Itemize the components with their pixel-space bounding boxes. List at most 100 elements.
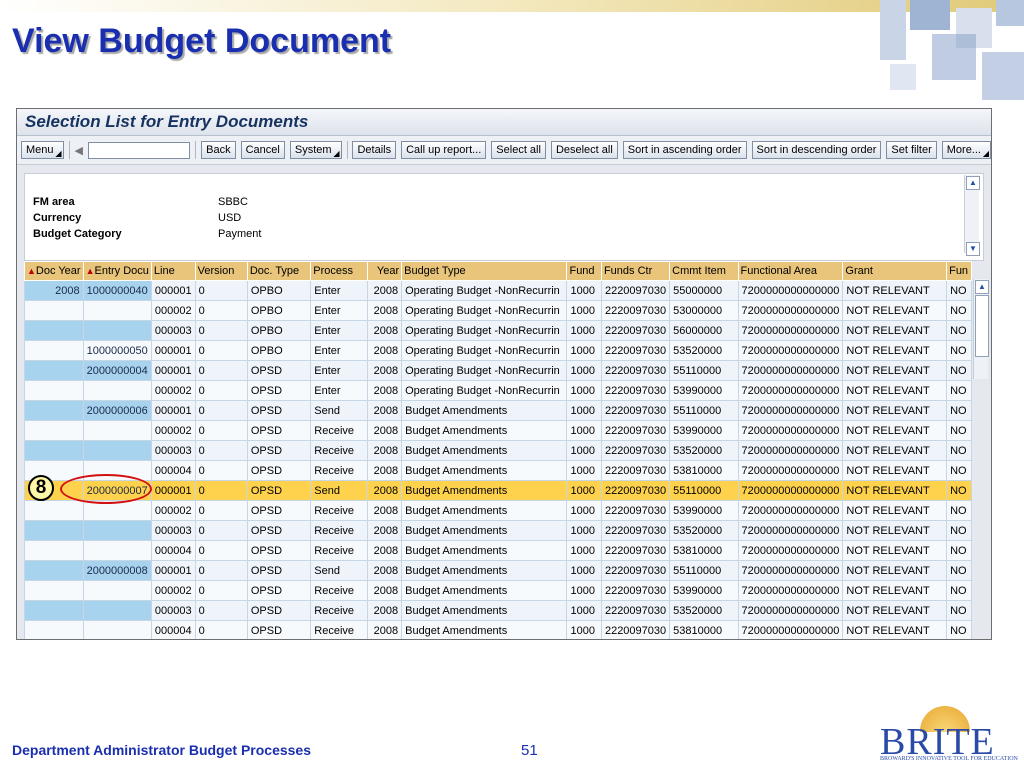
table-cell[interactable]: 2220097030	[600, 520, 671, 541]
table-cell[interactable]: 000001	[150, 560, 196, 581]
table-cell[interactable]: 1000	[566, 280, 602, 301]
table-cell[interactable]: 0	[194, 360, 248, 381]
table-cell[interactable]: 0	[194, 480, 248, 501]
table-cell[interactable]: 000002	[150, 580, 196, 601]
table-row[interactable]: 2000000004 000001 0 OPSD Enter 2008 Operating …	[24, 360, 972, 381]
table-cell[interactable]: Operating Budget -NonRecurrin	[401, 300, 568, 321]
table-cell[interactable]: Operating Budget -NonRecurrin	[401, 320, 568, 341]
table-cell[interactable]	[82, 420, 152, 441]
table-cell[interactable]	[24, 580, 84, 601]
table-cell[interactable]: OPSD	[246, 560, 312, 581]
table-cell[interactable]: Budget Amendments	[401, 440, 568, 461]
table-cell[interactable]: 2220097030	[600, 560, 671, 581]
table-cell[interactable]: 53000000	[669, 300, 739, 321]
table-cell[interactable]: Budget Amendments	[401, 460, 568, 481]
table-cell[interactable]: 2008	[366, 460, 403, 481]
table-cell[interactable]: NOT RELEVANT	[842, 280, 948, 301]
table-cell[interactable]: Budget Amendments	[401, 620, 568, 639]
table-cell[interactable]: 1000000040	[82, 280, 152, 301]
table-cell[interactable]	[24, 620, 84, 639]
table-cell[interactable]: 7200000000000000	[737, 520, 844, 541]
table-cell[interactable]: Operating Budget -NonRecurrin	[401, 380, 568, 401]
column-header[interactable]: Grant	[842, 261, 948, 281]
table-cell[interactable]: NOT RELEVANT	[842, 300, 948, 321]
table-cell[interactable]: OPBO	[246, 320, 312, 341]
table-cell[interactable]: 7200000000000000	[737, 600, 844, 621]
table-row[interactable]: 000004 0 OPSD Receive 2008 Budget Amendments 1…	[24, 620, 972, 639]
table-cell[interactable]	[24, 520, 84, 541]
column-header[interactable]: Funds Ctr	[600, 261, 671, 281]
table-cell[interactable]: NO	[946, 320, 972, 341]
table-cell[interactable]: NOT RELEVANT	[842, 620, 948, 639]
table-cell[interactable]: 7200000000000000	[737, 440, 844, 461]
table-row[interactable]: 1000000050 000001 0 OPBO Enter 2008 Operating …	[24, 340, 972, 361]
table-cell[interactable]: 000002	[150, 300, 196, 321]
table-cell[interactable]	[24, 560, 84, 581]
table-cell[interactable]	[24, 320, 84, 341]
table-cell[interactable]: 56000000	[669, 320, 739, 341]
table-cell[interactable]	[24, 340, 84, 361]
table-cell[interactable]: OPSD	[246, 540, 312, 561]
back-button[interactable]: Back	[201, 141, 236, 159]
table-cell[interactable]: 2008	[366, 320, 403, 341]
table-cell[interactable]: 2008	[366, 540, 403, 561]
table-cell[interactable]: 0	[194, 440, 248, 461]
table-cell[interactable]: 000003	[150, 320, 196, 341]
table-cell[interactable]: 7200000000000000	[737, 560, 844, 581]
sort-descending-button[interactable]: Sort in descending order	[751, 141, 882, 159]
column-header[interactable]: ▲Doc Year	[24, 261, 84, 281]
table-cell[interactable]: NOT RELEVANT	[842, 440, 948, 461]
table-cell[interactable]: NOT RELEVANT	[842, 460, 948, 481]
table-cell[interactable]: OPSD	[246, 480, 312, 501]
table-cell[interactable]: Budget Amendments	[401, 500, 568, 521]
table-cell[interactable]: 2008	[366, 340, 403, 361]
table-cell[interactable]: 1000	[566, 440, 602, 461]
table-cell[interactable]: 2000000006	[82, 400, 152, 421]
table-cell[interactable]: Send	[310, 560, 368, 581]
table-cell[interactable]	[24, 600, 84, 621]
table-cell[interactable]: OPSD	[246, 420, 312, 441]
table-cell[interactable]: 2220097030	[600, 300, 671, 321]
table-cell[interactable]: NO	[946, 600, 972, 621]
table-cell[interactable]: 53990000	[669, 580, 739, 601]
table-cell[interactable]: 2220097030	[600, 380, 671, 401]
table-cell[interactable]: 1000	[566, 560, 602, 581]
table-cell[interactable]: Budget Amendments	[401, 480, 568, 501]
table-cell[interactable]: 53810000	[669, 540, 739, 561]
table-cell[interactable]: 000004	[150, 460, 196, 481]
table-cell[interactable]: 0	[194, 540, 248, 561]
table-cell[interactable]: 2220097030	[600, 620, 671, 639]
table-cell[interactable]	[82, 320, 152, 341]
table-cell[interactable]: 2008	[366, 500, 403, 521]
table-cell[interactable]	[82, 440, 152, 461]
column-header[interactable]: Line	[150, 261, 196, 281]
table-cell[interactable]: 1000	[566, 380, 602, 401]
table-cell[interactable]: NO	[946, 500, 972, 521]
table-cell[interactable]: Receive	[310, 500, 368, 521]
table-cell[interactable]: NOT RELEVANT	[842, 520, 948, 541]
column-header[interactable]: Doc. Type	[246, 261, 312, 281]
command-field[interactable]	[87, 141, 191, 159]
table-cell[interactable]: Budget Amendments	[401, 540, 568, 561]
table-cell[interactable]: OPSD	[246, 620, 312, 639]
table-cell[interactable]: 2220097030	[600, 320, 671, 341]
table-cell[interactable]: OPSD	[246, 500, 312, 521]
table-cell[interactable]: 7200000000000000	[737, 380, 844, 401]
table-cell[interactable]: Enter	[310, 300, 368, 321]
table-cell[interactable]: 1000	[566, 540, 602, 561]
table-cell[interactable]: 1000	[566, 400, 602, 421]
table-cell[interactable]: 7200000000000000	[737, 620, 844, 639]
navigate-left-icon[interactable]: ◀	[74, 144, 83, 157]
table-cell[interactable]: 1000	[566, 360, 602, 381]
table-cell[interactable]: Operating Budget -NonRecurrin	[401, 360, 568, 381]
column-header[interactable]: Year	[366, 261, 403, 281]
table-cell[interactable]: 53990000	[669, 500, 739, 521]
table-cell[interactable]: Budget Amendments	[401, 400, 568, 421]
table-cell[interactable]: NOT RELEVANT	[842, 380, 948, 401]
table-cell[interactable]: 2008	[366, 520, 403, 541]
table-cell[interactable]: 53520000	[669, 600, 739, 621]
table-cell[interactable]: OPSD	[246, 520, 312, 541]
table-cell[interactable]: 000003	[150, 520, 196, 541]
table-cell[interactable]: 2008	[366, 440, 403, 461]
table-cell[interactable]: 2008	[366, 400, 403, 421]
